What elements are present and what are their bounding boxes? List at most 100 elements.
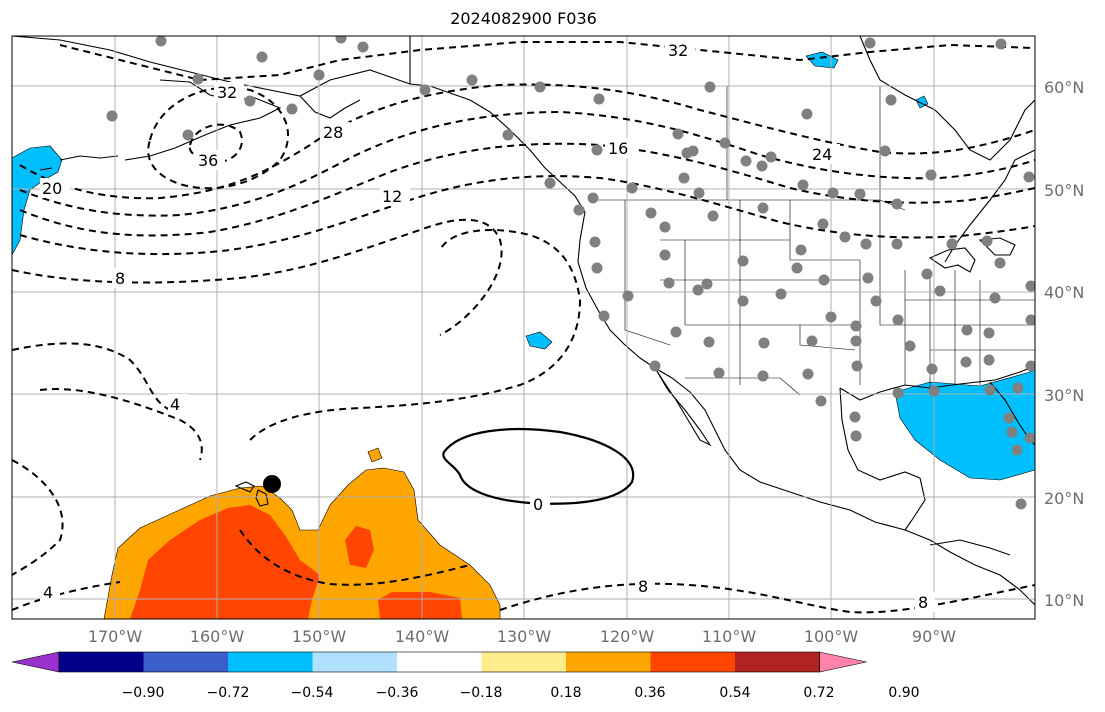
station-marker [815,395,827,407]
station-marker [713,367,725,379]
colorbar-tick-label: −0.72 [207,685,250,701]
lon-label: 170°W [88,627,143,646]
orange-anomaly-small [367,447,383,463]
map-title: 2024082900 F036 [450,9,597,28]
station-marker [891,198,903,210]
station-marker [827,187,839,199]
contour-label: 8 [115,269,125,288]
colorbar-tick-label: 0.18 [550,685,581,701]
colorbar-tick-labels: −0.90 −0.72 −0.54 −0.36 −0.18 0.18 0.36 … [122,685,920,701]
station-marker [106,110,118,122]
station-markers [106,36,1035,510]
colorbar-segment [312,652,398,672]
station-marker [1023,171,1035,183]
colorbar [11,651,867,673]
lat-lon-grid [12,36,1035,619]
contour-label: 12 [382,187,402,206]
contour-label: 28 [323,123,343,142]
station-marker [286,103,298,115]
station-marker [775,288,787,300]
station-marker [534,81,546,93]
station-marker [626,182,638,194]
station-marker [960,356,972,368]
lat-label: 10°N [1044,591,1084,610]
blue-anomaly-region-canada [805,51,839,69]
station-marker [994,257,1006,269]
station-marker [864,37,876,49]
station-marker [862,272,874,284]
station-marker [1006,426,1018,438]
station-marker [707,210,719,222]
station-marker [256,51,268,63]
contour-label: 0 [533,495,543,514]
station-marker [622,290,634,302]
station-marker [244,95,256,107]
colorbar-tick-label: −0.18 [460,685,503,701]
red-anomaly-region-south [378,592,462,619]
station-marker [573,204,585,216]
station-marker [961,324,973,336]
colorbar-segment [228,652,313,672]
station-marker [589,236,601,248]
station-marker [544,177,556,189]
station-marker [891,238,903,250]
station-marker [817,218,829,230]
station-marker [825,311,837,323]
station-marker [1011,444,1023,456]
colorbar-segment [735,652,820,672]
colorbar-tick-label: 0.90 [888,685,919,701]
station-marker [659,221,671,233]
station-marker [659,249,671,261]
station-marker [670,326,682,338]
colorbar-tick-label: 0.54 [719,685,750,701]
colorbar-segment [59,652,144,672]
colorbar-tick-label: −0.54 [291,685,334,701]
lat-label: 60°N [1044,78,1084,97]
station-marker [791,262,803,274]
station-marker [850,320,862,332]
station-marker [591,262,603,274]
colorbar-arrow-right [819,651,867,673]
station-marker [645,207,657,219]
lat-label: 30°N [1044,386,1084,405]
station-marker [795,244,807,256]
station-marker [904,340,916,352]
station-marker [983,327,995,339]
station-marker [192,73,204,85]
station-marker [928,385,940,397]
colorbar-tick-label: 0.36 [634,685,665,701]
station-marker [854,188,866,200]
station-marker [1015,498,1027,510]
station-marker [851,360,863,372]
station-marker [946,238,958,250]
station-marker [995,38,1007,50]
station-marker [860,238,872,250]
station-marker [892,314,904,326]
station-marker [921,268,933,280]
station-marker [692,284,704,296]
station-marker [981,235,993,247]
station-marker [737,295,749,307]
contour-label: 8 [918,593,928,612]
colorbar-segment [143,652,229,672]
colorbar-arrow-left [11,651,60,673]
colorbar-segment [650,652,736,672]
station-marker [765,151,777,163]
contour-label: 32 [217,83,237,102]
lon-label: 150°W [292,627,347,646]
contour-label: 8 [638,577,648,596]
station-marker [1012,382,1024,394]
colorbar-tick-label: −0.36 [376,685,419,701]
lat-label: 50°N [1044,181,1084,200]
station-marker [879,145,891,157]
contour-label: 16 [608,139,628,158]
station-marker [850,430,862,442]
station-marker [687,145,699,157]
lon-label: 140°W [395,627,450,646]
colorbar-tick-label: −0.90 [122,685,165,701]
station-marker [587,192,599,204]
station-marker [591,144,603,156]
station-marker [719,137,731,149]
station-marker [466,74,478,86]
station-marker [850,335,862,347]
